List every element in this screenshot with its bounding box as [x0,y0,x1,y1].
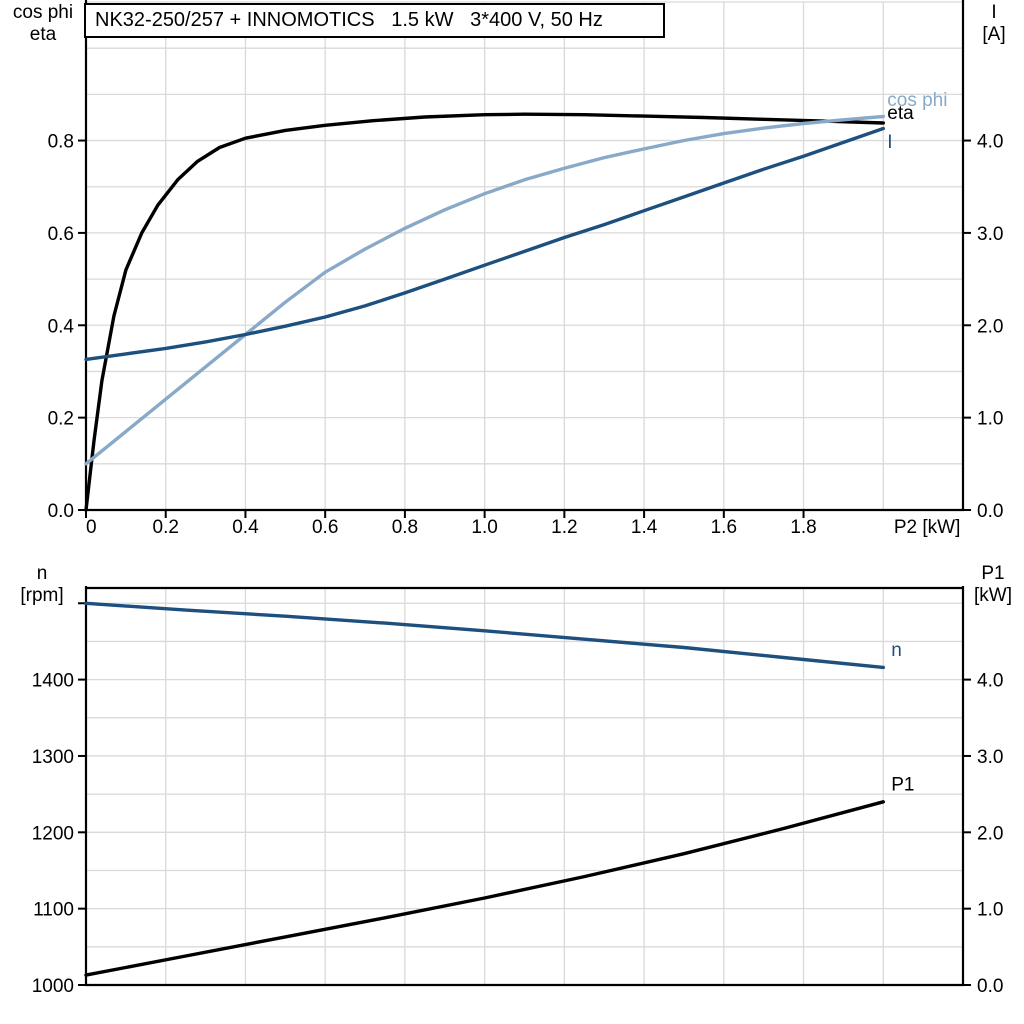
right-tick-label: 1.0 [977,409,1003,430]
left-tick-label: 1200 [32,823,74,844]
left-tick-label: 1400 [32,671,74,692]
x-tick-label: 0.8 [392,517,418,538]
cos-phi-curve-label: cos phi [887,90,947,111]
left-tick-label: 0.0 [48,501,74,522]
x-tick-label: 0 [86,517,97,538]
right-tick-label: 3.0 [977,224,1003,245]
x-tick-label: 0.4 [232,517,259,538]
x-tick-label: 1.2 [551,517,577,538]
cos-phi-curve [84,114,885,466]
p1-unit-label: [kW] [974,585,1012,606]
x-tick-label: 1.6 [711,517,737,538]
x-tick-label: 1.8 [790,517,816,538]
right-tick-label: 3.0 [977,747,1003,768]
top-right-axis-header: I [A] [968,2,1020,46]
bottom-left-axis-header: n [rpm] [6,563,78,607]
eta-curve-label: eta [887,103,914,124]
left-tick-label: 0.4 [48,316,75,337]
eta-curve [84,112,885,512]
p1-curve [84,800,885,977]
chart-title-box: NK32-250/257 + INNOMOTICS 1.5 kW 3*400 V… [84,3,665,38]
eta-axis-label: eta [29,24,57,45]
right-tick-label: 4.0 [977,132,1003,153]
left-tick-label: 0.8 [48,132,74,153]
x-tick-label: 0.2 [153,517,179,538]
i-curve-label: I [887,132,892,153]
p1-curve-label: P1 [891,774,914,795]
current-axis-label: I [991,2,997,23]
speed-axis-label: n [36,563,48,584]
x-tick-label: 1.4 [631,517,658,538]
x-tick-label: 1.0 [471,517,497,538]
left-tick-label: 1300 [32,747,74,768]
top-left-axis-header: cos phi eta [4,2,82,46]
left-tick-label: 1000 [32,976,74,997]
i-curve [84,126,885,362]
right-tick-label: 2.0 [977,316,1003,337]
bottom-right-axis-header: P1 [kW] [964,563,1022,607]
n-curve-label: n [891,640,902,661]
right-tick-label: 1.0 [977,900,1003,921]
right-tick-label: 0.0 [977,501,1003,522]
p1-axis-label: P1 [981,563,1005,584]
left-tick-label: 1100 [33,900,74,921]
left-tick-label: 0.2 [48,409,74,430]
speed-unit-label: [rpm] [20,585,64,606]
right-tick-label: 0.0 [977,976,1003,997]
cos-phi-axis-label: cos phi [12,2,74,23]
left-tick-label: 0.6 [48,224,74,245]
current-unit-label: [A] [982,24,1006,45]
n-curve [84,601,885,670]
x-tick-label: 0.6 [312,517,338,538]
right-tick-label: 2.0 [977,823,1003,844]
right-tick-label: 4.0 [977,671,1003,692]
x-axis-unit-label: P2 [kW] [894,517,961,538]
